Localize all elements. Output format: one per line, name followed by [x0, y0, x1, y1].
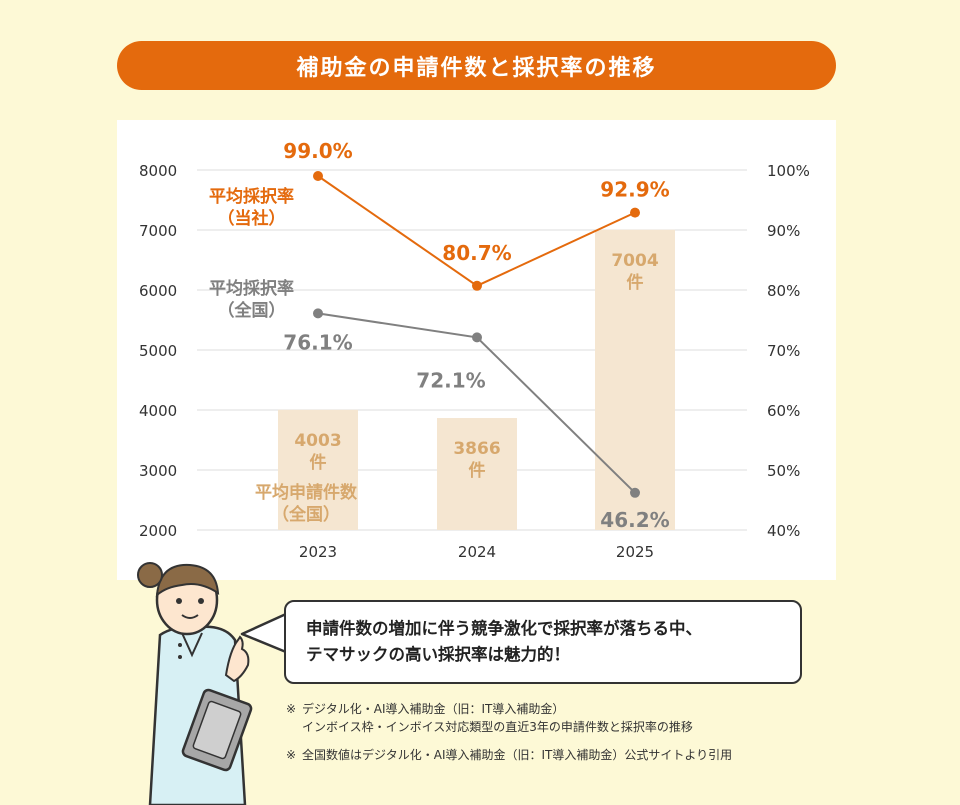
national-rate-series-label: 平均採択率 （全国）: [209, 279, 294, 321]
y-right-tick-label: 40%: [767, 522, 800, 540]
y-left-tick-label: 4000: [139, 402, 177, 420]
company-rate-point: [313, 171, 323, 181]
national-rate-point: [313, 308, 323, 319]
y-left-tick-label: 5000: [139, 342, 177, 360]
application-count-series-label: 平均申請件数 （全国）: [255, 483, 357, 525]
note-mark: ※: [286, 748, 297, 762]
x-tick-label: 2024: [458, 543, 496, 561]
bar-value-label: 7004 件: [611, 251, 658, 293]
company-rate-series-label: 平均採択率 （当社）: [209, 187, 294, 229]
bubble-line-2: テマサックの高い採択率は魅力的！: [306, 645, 570, 664]
national-rate-value-label: 46.2%: [600, 508, 669, 532]
footnotes: ※ デジタル化・AI導入補助金（旧：IT導入補助金） インボイス枠・インボイス対…: [286, 700, 732, 774]
bar-2025: [595, 229, 675, 530]
bar-2023: [278, 409, 358, 530]
national-rate-point: [472, 332, 482, 343]
nurse-illustration: [137, 562, 253, 805]
y-right-tick-label: 50%: [767, 462, 800, 480]
bar-value-label: 3866 件: [453, 439, 500, 481]
y-right-tick-label: 100%: [767, 162, 810, 180]
bar-value-label: 4003 件: [294, 431, 341, 473]
national-rate-value-label: 72.1%: [416, 368, 485, 392]
chart-title: 補助金の申請件数と採択率の推移: [117, 41, 836, 90]
speech-bubble-tail: [240, 612, 287, 654]
footnote: ※ デジタル化・AI導入補助金（旧：IT導入補助金） インボイス枠・インボイス対…: [286, 700, 732, 736]
y-right-tick-label: 70%: [767, 342, 800, 360]
y-right-tick-label: 90%: [767, 222, 800, 240]
national-rate-value-label: 76.1%: [283, 330, 352, 354]
y-left-tick-label: 8000: [139, 162, 177, 180]
bar-2024: [437, 418, 517, 530]
note-line: インボイス枠・インボイス対応類型の直近3年の申請件数と採択率の推移: [302, 720, 693, 734]
y-right-tick-label: 60%: [767, 402, 800, 420]
y-right-tick-label: 80%: [767, 282, 800, 300]
company-rate-value-label: 92.9%: [600, 178, 669, 202]
footnote: ※ 全国数値はデジタル化・AI導入補助金（旧：IT導入補助金）公式サイトより引用: [286, 746, 732, 764]
y-left-tick-label: 2000: [139, 522, 177, 540]
y-left-tick-label: 7000: [139, 222, 177, 240]
x-tick-label: 2025: [616, 543, 654, 561]
note-mark: ※: [286, 702, 297, 716]
combo-chart: 8000 100% 7000 90% 6000 80% 5000 70% 4000 60% 3000…: [139, 139, 810, 561]
bubble-line-1: 申請件数の増加に伴う競争激化で採択率が落ちる中、: [306, 619, 702, 638]
x-tick-label: 2023: [299, 543, 337, 561]
company-rate-point: [630, 207, 640, 218]
national-rate-point: [630, 487, 640, 498]
note-line: 全国数値はデジタル化・AI導入補助金（旧：IT導入補助金）公式サイトより引用: [302, 748, 733, 762]
chart-panel: 8000 100% 7000 90% 6000 80% 5000 70% 4000 60% 3000…: [117, 120, 836, 580]
y-left-tick-label: 3000: [139, 462, 177, 480]
company-rate-point: [472, 280, 482, 291]
speech-bubble: 申請件数の増加に伴う競争激化で採択率が落ちる中、 テマサックの高い採択率は魅力的…: [284, 600, 802, 684]
note-line: デジタル化・AI導入補助金（旧：IT導入補助金）: [302, 702, 565, 716]
company-rate-value-label: 80.7%: [442, 241, 511, 265]
y-left-tick-label: 6000: [139, 282, 177, 300]
company-rate-value-label: 99.0%: [283, 139, 352, 163]
company-rate-line: [317, 175, 636, 287]
